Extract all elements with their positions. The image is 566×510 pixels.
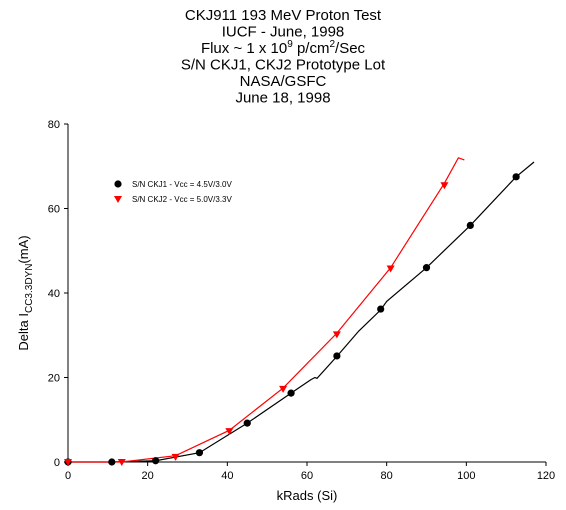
data-point: [332, 331, 341, 339]
title-superscript: 9: [287, 39, 293, 50]
data-point: [152, 457, 160, 465]
y-label-subscript: CC3.3DYN: [24, 264, 35, 313]
x-tick-label: 100: [457, 470, 475, 482]
chart-title: NASA/GSFC: [240, 73, 327, 90]
data-point: [333, 352, 341, 360]
title-part: /Sec: [335, 40, 366, 57]
y-tick-label: 40: [48, 288, 60, 300]
data-point: [440, 182, 449, 190]
data-point: [225, 428, 234, 436]
title-part: Flux ~ 1 x 10: [201, 40, 287, 57]
legend-marker: [114, 196, 122, 203]
fit-curve: [68, 157, 465, 463]
x-tick-label: 60: [301, 470, 313, 482]
legend-label: S/N CKJ1 - Vcc = 4.5V/3.0V: [132, 180, 232, 189]
x-tick-label: 120: [537, 470, 555, 482]
data-point: [279, 385, 288, 393]
data-point: [117, 459, 126, 466]
fit-curve: [68, 161, 535, 463]
y-label-part: (mA): [16, 235, 31, 263]
x-tick-label: 80: [381, 470, 393, 482]
data-point: [377, 305, 385, 313]
y-tick-label: 80: [48, 119, 60, 131]
data-point: [466, 221, 474, 229]
title-superscript: 2: [329, 39, 335, 50]
legend-marker: [114, 180, 122, 188]
chart-title: S/N CKJ1, CKJ2 Prototype Lot: [181, 57, 386, 74]
chart-title: CKJ911 193 MeV Proton Test: [185, 7, 382, 24]
chart-title: IUCF - June, 1998: [222, 24, 345, 41]
y-tick-label: 20: [48, 373, 60, 385]
legend-label: S/N CKJ2 - Vcc = 5.0V/3.3V: [132, 195, 232, 204]
x-axis-label: kRads (Si): [277, 488, 338, 503]
y-label-part: Delta I: [16, 313, 31, 351]
chart-title: Flux ~ 1 x 109 p/cm2/Sec: [201, 39, 366, 57]
data-point: [64, 459, 72, 466]
chart-title: June 18, 1998: [235, 90, 330, 107]
x-tick-label: 0: [65, 470, 71, 482]
data-point: [243, 419, 251, 427]
x-tick-label: 40: [221, 470, 233, 482]
y-axis-label: Delta ICC3.3DYN(mA): [16, 235, 35, 350]
data-point: [512, 173, 520, 181]
y-tick-label: 0: [54, 457, 60, 469]
data-point: [386, 265, 395, 273]
data-point: [171, 453, 180, 461]
data-point: [287, 389, 295, 397]
title-part: p/cm: [293, 40, 330, 57]
data-point: [108, 458, 116, 466]
y-tick-label: 60: [48, 204, 60, 216]
x-tick-label: 20: [142, 470, 154, 482]
data-point: [422, 264, 431, 272]
data-point: [195, 449, 204, 457]
